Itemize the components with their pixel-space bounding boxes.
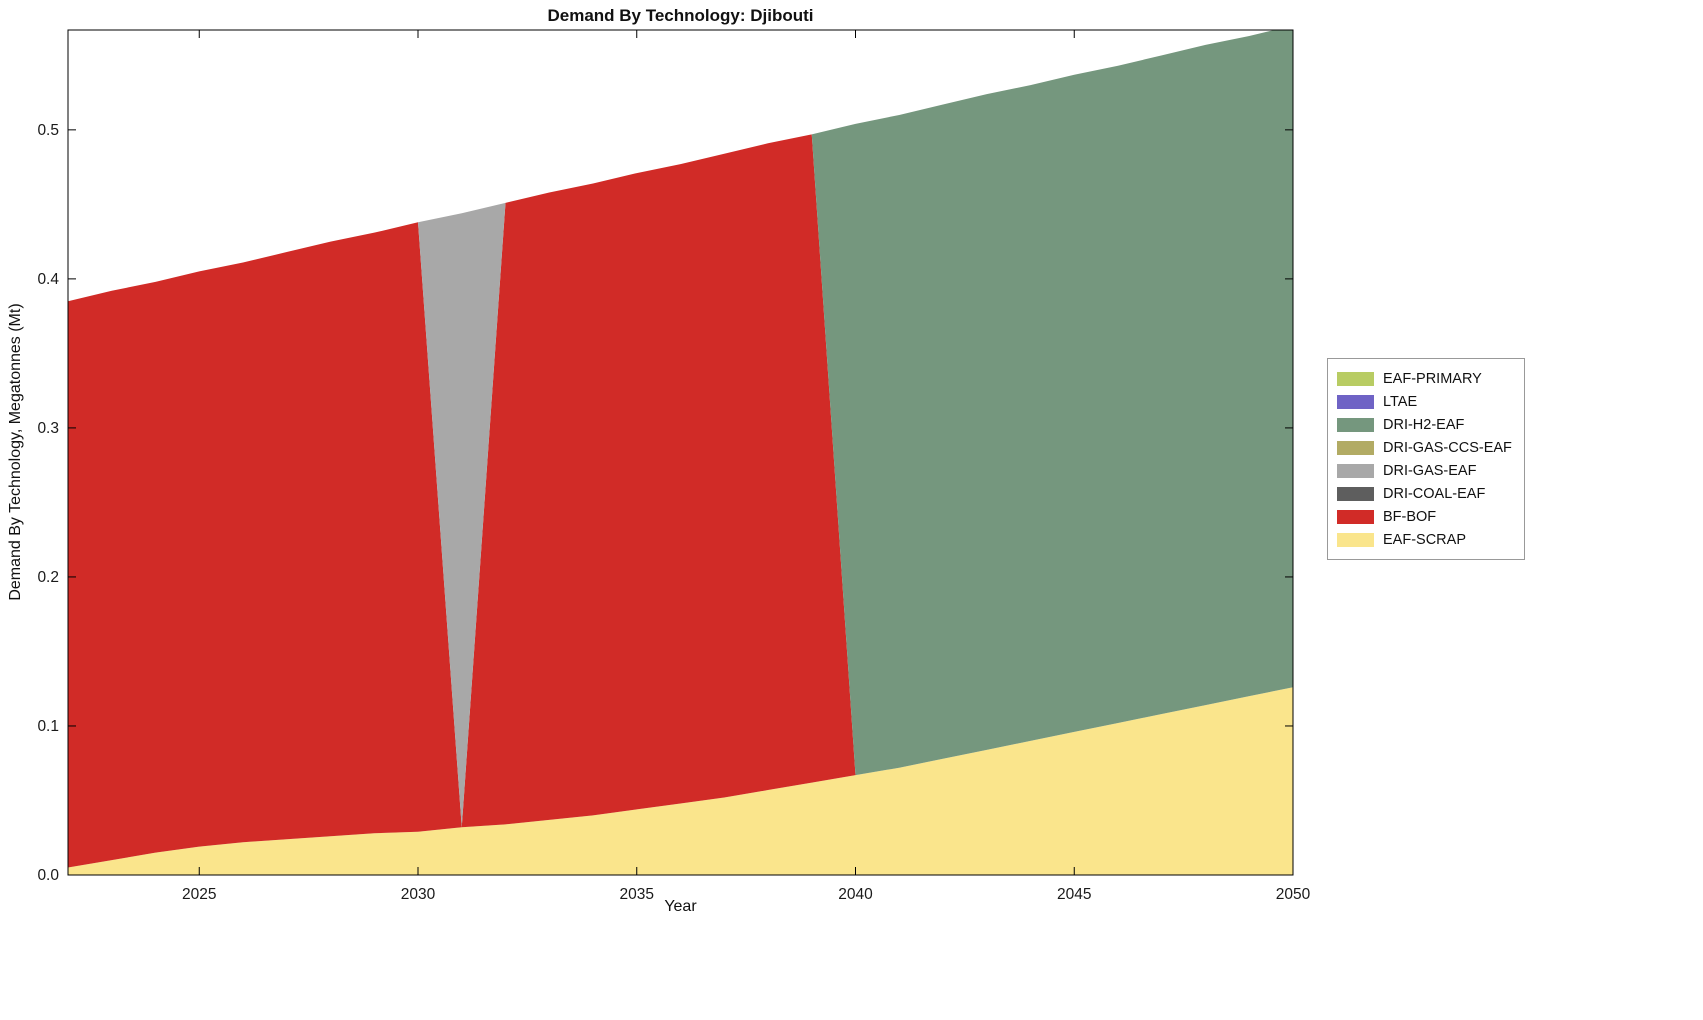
- y-axis-label: Demand By Technology, Megatonnes (Mt): [7, 303, 24, 601]
- legend-label: BF-BOF: [1383, 508, 1437, 525]
- legend-swatch-dri-h2-eaf: [1337, 417, 1374, 432]
- x-tick-label: 2050: [1276, 886, 1311, 903]
- area-dri-h2-eaf: [68, 30, 1293, 776]
- x-tick-label: 2045: [1057, 886, 1091, 903]
- legend-label: DRI-COAL-EAF: [1383, 485, 1486, 502]
- area-bf-bof: [68, 134, 1293, 868]
- x-axis-label: Year: [664, 898, 697, 915]
- legend-label: DRI-GAS-CCS-EAF: [1383, 439, 1512, 456]
- y-tick-label: 0.0: [37, 867, 59, 884]
- legend-item-dri-gas-ccs-eaf: DRI-GAS-CCS-EAF: [1337, 436, 1512, 459]
- chart-title: Demand By Technology: Djibouti: [547, 6, 814, 25]
- x-tick-label: 2030: [401, 886, 436, 903]
- plot-border: [67, 29, 1294, 876]
- legend-label: LTAE: [1383, 393, 1418, 410]
- legend-item-eaf-primary: EAF-PRIMARY: [1337, 367, 1512, 390]
- x-tick-label: 2035: [620, 886, 654, 903]
- legend-swatch-bf-bof: [1337, 509, 1374, 524]
- legend-swatch-dri-coal-eaf: [1337, 486, 1374, 501]
- area-eaf-scrap: [68, 687, 1293, 875]
- legend-swatch-ltae: [1337, 394, 1374, 409]
- legend-label: EAF-PRIMARY: [1383, 370, 1482, 387]
- legend-swatch-eaf-primary: [1337, 371, 1374, 386]
- y-tick-label: 0.1: [37, 718, 59, 735]
- y-tick-label: 0.5: [37, 122, 59, 139]
- legend-item-dri-coal-eaf: DRI-COAL-EAF: [1337, 482, 1512, 505]
- legend-label: DRI-H2-EAF: [1383, 416, 1465, 433]
- x-tick-label: 2040: [838, 886, 873, 903]
- legend-swatch-eaf-scrap: [1337, 532, 1374, 547]
- y-tick-label: 0.3: [37, 420, 59, 437]
- legend-label: EAF-SCRAP: [1383, 531, 1466, 548]
- legend-item-bf-bof: BF-BOF: [1337, 505, 1512, 528]
- legend-item-eaf-scrap: EAF-SCRAP: [1337, 528, 1512, 551]
- legend-item-dri-gas-eaf: DRI-GAS-EAF: [1337, 459, 1512, 482]
- y-tick-label: 0.2: [37, 569, 59, 586]
- x-tick-label: 2025: [182, 886, 216, 903]
- legend: EAF-PRIMARY LTAE DRI-H2-EAF DRI-GAS-CCS-EAF…: [1327, 358, 1525, 560]
- y-tick-label: 0.4: [37, 271, 59, 288]
- legend-item-dri-h2-eaf: DRI-H2-EAF: [1337, 413, 1512, 436]
- legend-swatch-dri-gas-eaf: [1337, 463, 1374, 478]
- legend-item-ltae: LTAE: [1337, 390, 1512, 413]
- legend-label: DRI-GAS-EAF: [1383, 462, 1477, 479]
- legend-swatch-dri-gas-ccs-eaf: [1337, 440, 1374, 455]
